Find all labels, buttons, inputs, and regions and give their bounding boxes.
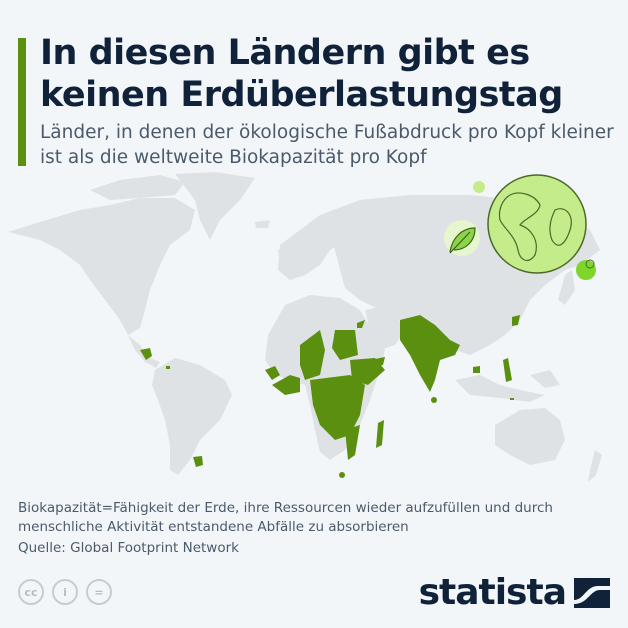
country-south-asia <box>400 315 460 392</box>
page-title: In diesen Ländern gibt es keinen Erdüber… <box>40 33 563 115</box>
country-philippines <box>503 358 512 382</box>
country-palestine <box>357 320 365 328</box>
page-subtitle: Länder, in denen der ökologische Fußabdr… <box>40 122 614 168</box>
highlighted-countries <box>140 315 520 478</box>
statista-logo-icon <box>574 577 610 608</box>
statista-logo[interactable]: statista <box>419 572 610 613</box>
leaf-icon <box>444 220 480 256</box>
country-west-africa <box>265 366 280 380</box>
attribution-icon[interactable]: i <box>52 579 78 605</box>
globe-icon <box>487 174 587 274</box>
no-derivatives-icon[interactable]: = <box>86 579 112 605</box>
dot-small <box>473 181 485 193</box>
country-timor-leste <box>510 398 514 400</box>
country-north-korea <box>512 315 520 326</box>
country-nicaragua <box>140 348 152 360</box>
country-madagascar <box>376 420 384 448</box>
source: Quelle: Global Footprint Network <box>18 540 239 556</box>
brand-wordmark: statista <box>418 572 567 613</box>
world-map <box>8 172 602 482</box>
country-yemen <box>370 357 385 367</box>
country-lesotho <box>339 472 345 478</box>
accent-bar <box>18 38 26 166</box>
dot-outline <box>585 259 595 269</box>
cc-icon[interactable]: cc <box>18 579 44 605</box>
license-icons: cc i = <box>18 579 112 605</box>
country-uruguay <box>193 456 203 467</box>
country-cambodia <box>473 366 480 373</box>
country-haiti <box>166 366 170 369</box>
footnote: Biokapazität=Fähigkeit der Erde, ihre Re… <box>18 500 553 535</box>
country-sri-lanka <box>431 397 437 403</box>
dot-large <box>576 260 596 280</box>
